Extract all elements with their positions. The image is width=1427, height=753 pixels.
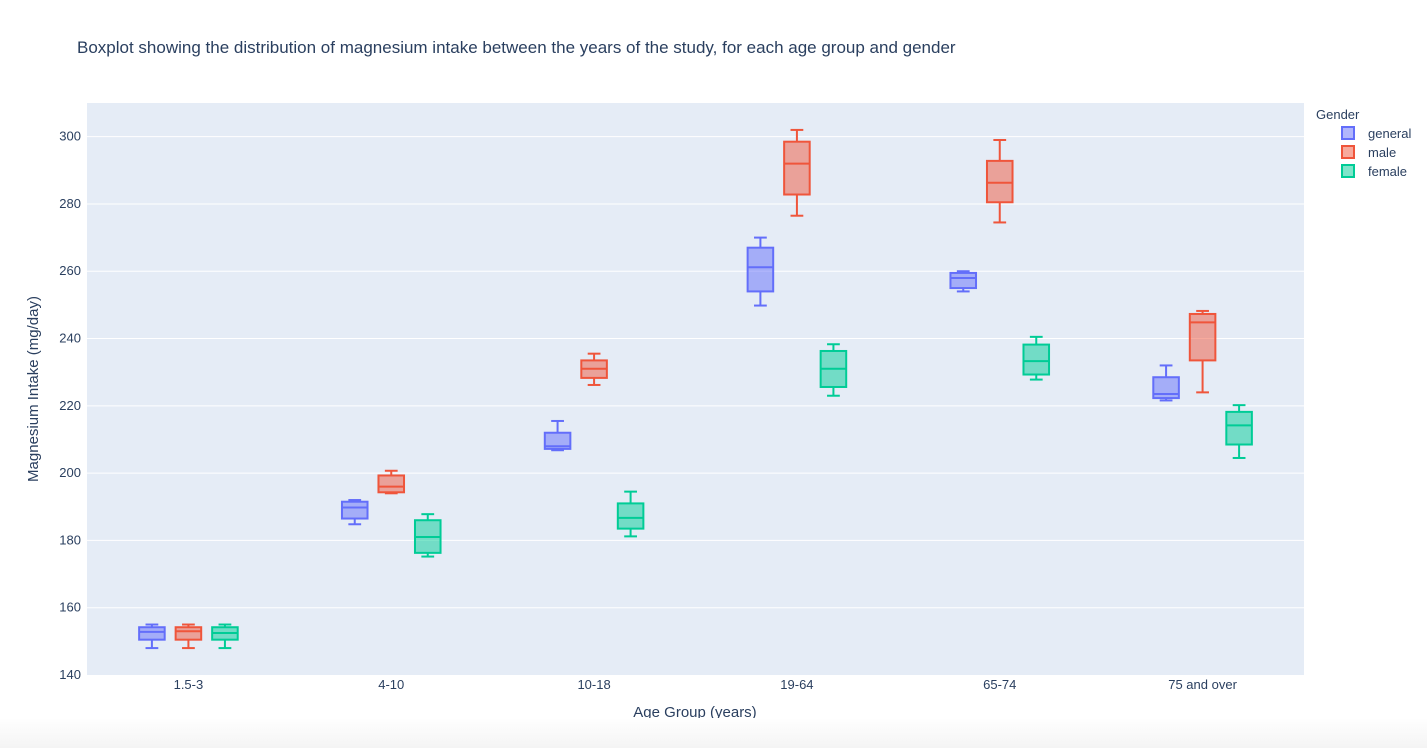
- box-iqr: [1225, 410, 1253, 446]
- legend-swatch: [1341, 126, 1355, 140]
- y-tick-label: 280: [59, 196, 81, 211]
- legend-item-general[interactable]: general: [1341, 126, 1411, 141]
- legend-label: general: [1368, 126, 1411, 141]
- y-tick-label: 200: [59, 465, 81, 480]
- y-axis-ticks: 140 160 180 200 220 240 260 280 300: [59, 129, 81, 682]
- box-iqr: [1188, 312, 1217, 362]
- x-tick-label: 10-18: [577, 677, 610, 692]
- x-axis-label: Age Group (years): [633, 704, 756, 721]
- legend-title: Gender: [1316, 107, 1360, 122]
- box-iqr: [340, 500, 369, 520]
- bottom-fade: [0, 718, 1427, 748]
- box-general-75 and over[interactable]: [1152, 364, 1180, 402]
- box-female-75 and over[interactable]: [1225, 404, 1253, 459]
- box-iqr: [174, 626, 203, 641]
- box-iqr: [783, 140, 811, 196]
- box-iqr: [949, 271, 978, 290]
- box-iqr: [616, 502, 645, 530]
- grid-lines: [87, 136, 1304, 609]
- legend: Gender general male female: [1316, 107, 1411, 179]
- y-tick-label: 220: [59, 398, 81, 413]
- x-axis-ticks: 1.5-3 4-10 10-18 19-64 65-74 75 and over: [174, 677, 1238, 692]
- box-layer: [138, 128, 1253, 650]
- box-general-65-74[interactable]: [949, 270, 978, 293]
- box-general-1.5-3[interactable]: [138, 623, 166, 650]
- y-tick-label: 260: [59, 263, 81, 278]
- box-female-10-18[interactable]: [616, 490, 645, 538]
- box-general-4-10[interactable]: [340, 499, 369, 526]
- y-tick-label: 180: [59, 532, 81, 547]
- box-iqr: [138, 626, 166, 641]
- box-female-19-64[interactable]: [819, 343, 848, 397]
- chart-title: Boxplot showing the distribution of magn…: [77, 38, 956, 57]
- box-general-19-64[interactable]: [746, 236, 775, 307]
- legend-label: male: [1368, 145, 1396, 160]
- x-tick-label: 65-74: [983, 677, 1016, 692]
- legend-swatch: [1341, 145, 1355, 159]
- plot-area: [87, 103, 1304, 675]
- box-male-1.5-3[interactable]: [174, 623, 203, 650]
- box-female-4-10[interactable]: [413, 513, 442, 558]
- box-female-1.5-3[interactable]: [211, 623, 239, 650]
- x-tick-label: 1.5-3: [174, 677, 204, 692]
- box-male-75 and over[interactable]: [1188, 309, 1217, 394]
- box-iqr: [377, 474, 406, 494]
- y-tick-label: 300: [59, 129, 81, 144]
- legend-swatch: [1341, 164, 1355, 178]
- box-iqr: [543, 431, 572, 450]
- legend-item-male[interactable]: male: [1341, 145, 1396, 160]
- y-axis-label: Magnesium Intake (mg/day): [25, 296, 42, 482]
- box-general-10-18[interactable]: [543, 419, 572, 452]
- box-male-19-64[interactable]: [783, 128, 811, 217]
- y-tick-label: 160: [59, 600, 81, 615]
- legend-item-female[interactable]: female: [1341, 164, 1407, 179]
- box-iqr: [985, 159, 1014, 204]
- box-male-65-74[interactable]: [985, 139, 1014, 224]
- box-iqr: [1022, 343, 1051, 376]
- legend-items: general male female: [1341, 126, 1411, 179]
- box-male-4-10[interactable]: [377, 469, 406, 495]
- y-tick-label: 240: [59, 331, 81, 346]
- box-iqr: [746, 246, 775, 293]
- box-iqr: [1152, 376, 1180, 400]
- x-tick-label: 4-10: [378, 677, 404, 692]
- legend-label: female: [1368, 164, 1407, 179]
- x-tick-label: 75 and over: [1168, 677, 1237, 692]
- y-tick-label: 140: [59, 667, 81, 682]
- box-male-10-18[interactable]: [580, 352, 608, 386]
- box-female-65-74[interactable]: [1022, 335, 1051, 381]
- x-tick-label: 19-64: [780, 677, 813, 692]
